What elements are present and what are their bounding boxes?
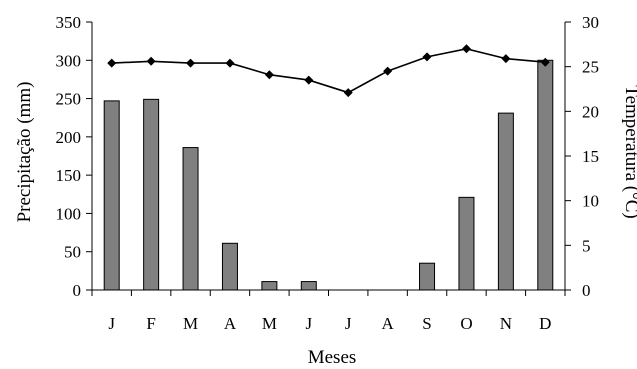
right-tick-label: 25 [582,58,599,77]
right-y-axis: 0 5 10 15 20 25 30 [564,13,599,300]
precipitation-bar [221,242,238,291]
temperature-point [264,70,274,80]
precipitation-bar [537,59,554,291]
x-tick-label: A [381,314,394,333]
x-tick-label: J [345,314,352,333]
precipitation-bar [458,196,475,291]
temperature-line [107,44,550,98]
temperature-point [461,44,471,54]
precipitation-bar [300,281,317,291]
precipitation-bars [103,59,554,291]
right-tick-label: 10 [582,192,599,211]
x-tick-label: M [183,314,198,333]
x-axis [91,289,566,296]
x-tick-label: O [460,314,472,333]
x-tick-label: S [422,314,431,333]
x-tick-label: N [500,314,512,333]
temperature-point [422,52,432,62]
right-tick-label: 0 [582,281,591,300]
right-axis-title: Temperatura (°C) [621,85,637,218]
temperature-point [383,66,393,76]
x-tick-label: A [224,314,237,333]
left-tick-label: 150 [56,166,82,185]
left-tick-label: 300 [56,51,82,70]
temperature-point [107,58,117,68]
right-tick-label: 5 [582,236,591,255]
temperature-point [225,58,235,68]
x-tick-label: J [305,314,312,333]
right-tick-label: 30 [582,13,599,32]
x-tick-label: F [146,314,155,333]
temperature-point [501,54,511,64]
precipitation-bar [497,112,514,291]
temperature-point [186,58,196,68]
left-y-axis: 0 50 100 150 200 250 300 350 [56,13,93,300]
temperature-point [146,56,156,66]
precipitation-bar [419,262,436,291]
precipitation-bar [103,100,120,291]
x-tick-label: M [262,314,277,333]
left-tick-label: 250 [56,90,82,109]
temperature-polyline [111,47,546,94]
precipitation-bar [182,147,199,291]
precipitation-bar [261,281,278,291]
precipitation-bar [143,98,160,291]
left-tick-label: 350 [56,13,82,32]
temperature-point [304,75,314,85]
left-tick-label: 200 [56,128,82,147]
temperature-point [343,88,353,98]
x-tick-label: D [539,314,551,333]
right-tick-label: 20 [582,102,599,121]
x-tick-label: J [108,314,115,333]
left-tick-label: 100 [56,204,82,223]
left-tick-label: 0 [73,281,82,300]
x-axis-title: Meses [308,347,357,368]
left-axis-title: Precipitação (mm) [14,82,35,223]
right-tick-label: 15 [582,147,599,166]
left-tick-label: 50 [64,243,81,262]
temperature-point [540,57,550,67]
